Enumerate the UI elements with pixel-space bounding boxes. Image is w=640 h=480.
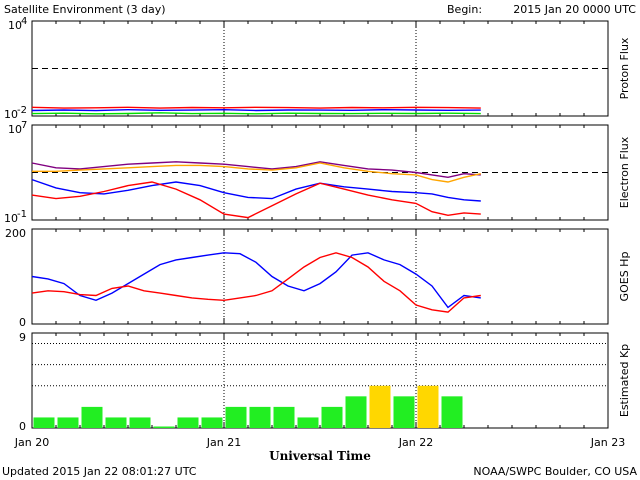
y-tick-label-bottom: 10 bbox=[4, 212, 18, 225]
kp-bar bbox=[201, 417, 223, 428]
updated-timestamp: Updated 2015 Jan 22 08:01:27 UTC bbox=[2, 465, 197, 478]
y-tick-exponent-bottom: -2 bbox=[17, 105, 27, 116]
y-axis-label: Proton Flux bbox=[618, 37, 631, 99]
y-tick-label-top: 9 bbox=[19, 331, 26, 344]
kp-bar bbox=[273, 406, 295, 428]
kp-bar bbox=[129, 417, 151, 428]
kp-bar bbox=[249, 406, 271, 428]
series-line-blue bbox=[31, 178, 481, 202]
series-line-orange bbox=[32, 162, 481, 183]
series-line-blue bbox=[31, 108, 481, 112]
y-axis-label: GOES Hp bbox=[618, 252, 631, 302]
kp-bar bbox=[297, 417, 319, 428]
kp-bar bbox=[393, 396, 415, 428]
y-tick-label-top: 200 bbox=[5, 227, 26, 240]
y-tick-label-bottom: 0 bbox=[19, 316, 26, 329]
kp-bar bbox=[345, 396, 367, 428]
series-line-green bbox=[31, 112, 481, 115]
kp-bar bbox=[153, 426, 175, 428]
series-line-blue bbox=[31, 252, 481, 309]
y-tick-label-bottom: 0 bbox=[19, 420, 26, 433]
kp-bar bbox=[417, 385, 439, 428]
x-tick-label-jan20: Jan 20 bbox=[14, 436, 49, 449]
kp-bar bbox=[81, 406, 103, 428]
y-tick-exponent-top: 7 bbox=[21, 120, 27, 131]
kp-bar bbox=[321, 406, 343, 428]
x-tick-label-jan22: Jan 22 bbox=[398, 436, 433, 449]
series-line-red bbox=[31, 106, 481, 109]
y-axis-label: Electron Flux bbox=[618, 136, 631, 208]
y-axis-label: Estimated Kp bbox=[618, 344, 631, 417]
kp-bar bbox=[225, 406, 247, 428]
y-tick-label-top: 10 bbox=[8, 123, 22, 136]
y-tick-label-top: 10 bbox=[8, 19, 22, 32]
kp-bar bbox=[177, 417, 199, 428]
y-tick-exponent-top: 4 bbox=[21, 16, 27, 27]
kp-bar bbox=[33, 417, 55, 428]
series-line-purple bbox=[31, 161, 481, 179]
panel-4: 9 0 Estimated Kp bbox=[19, 331, 631, 433]
kp-bar bbox=[105, 417, 127, 428]
kp-bar bbox=[441, 396, 463, 428]
plot-title: Satellite Environment (3 day) bbox=[4, 3, 166, 16]
panel-frame bbox=[31, 20, 609, 117]
kp-bar bbox=[369, 385, 391, 428]
series-line-red bbox=[31, 252, 481, 313]
panel-3: 200 0 GOES Hp bbox=[5, 227, 631, 329]
series-line-red bbox=[31, 181, 481, 219]
panel-frame bbox=[31, 332, 609, 429]
x-tick-label-jan21: Jan 21 bbox=[206, 436, 241, 449]
begin-label: Begin: bbox=[447, 3, 482, 16]
x-axis-label: Universal Time bbox=[269, 449, 371, 463]
y-tick-label-bottom: 10 bbox=[4, 108, 18, 121]
y-tick-exponent-bottom: -1 bbox=[17, 209, 27, 220]
x-tick-label-jan23: Jan 23 bbox=[590, 436, 625, 449]
panel-frame bbox=[31, 228, 609, 325]
begin-value: 2015 Jan 20 0000 UTC bbox=[513, 3, 636, 16]
panel-frame bbox=[31, 124, 609, 221]
credit-text: NOAA/SWPC Boulder, CO USA bbox=[473, 465, 637, 478]
kp-bar bbox=[57, 417, 79, 428]
